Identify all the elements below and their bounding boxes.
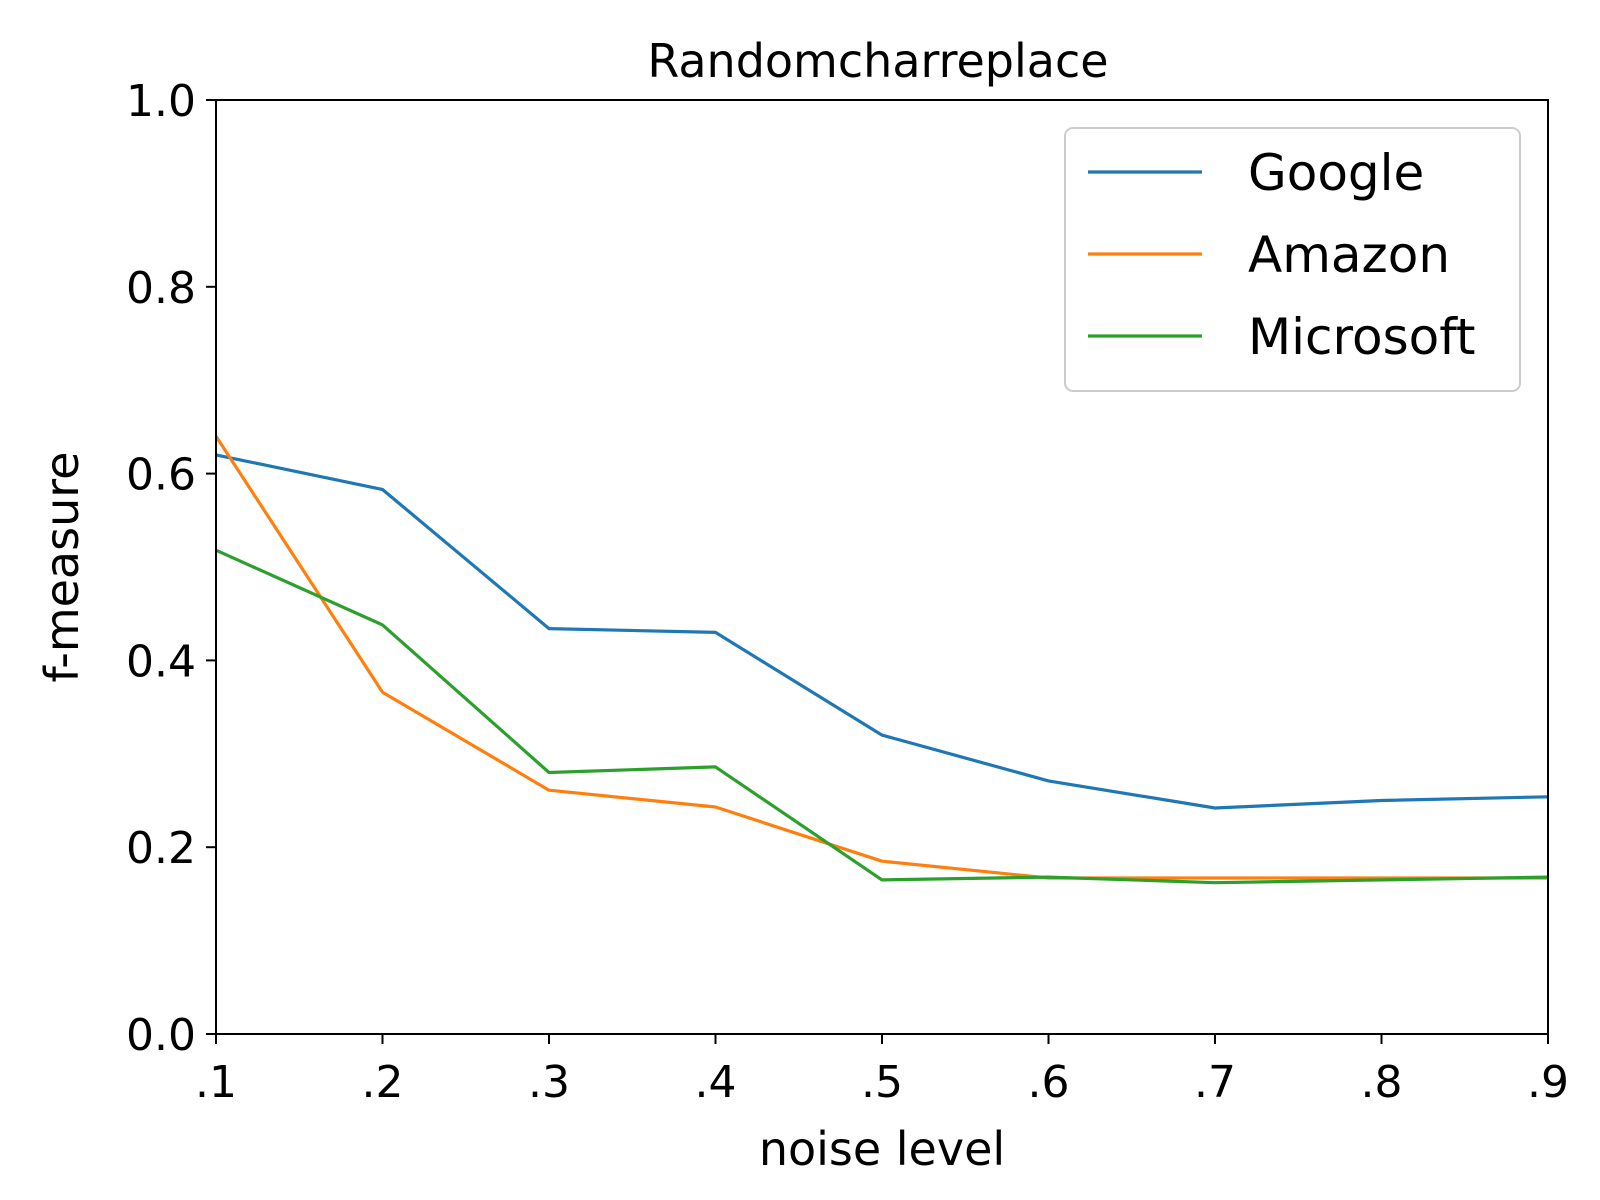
y-axis: 0.0 0.2 0.4 0.6 0.8 1.0 [126, 76, 216, 1061]
legend: Google Amazon Microsoft [1064, 127, 1521, 392]
y-axis-title: f-measure [35, 452, 89, 683]
legend-label-google: Google [1248, 144, 1424, 202]
x-tick-label: .7 [1194, 1057, 1236, 1108]
y-tick-label: 0.0 [126, 1010, 196, 1061]
y-tick-label: 0.2 [126, 823, 196, 874]
x-axis: .1 .2 .3 .4 .5 .6 .7 .8 .9 [195, 1034, 1569, 1108]
x-tick-label: .3 [528, 1057, 570, 1108]
series-line-amazon [214, 435, 1548, 880]
legend-box [1064, 127, 1521, 392]
series-line-microsoft [215, 548, 1549, 885]
series-line-google [215, 453, 1549, 810]
x-axis-title: noise level [759, 1122, 1005, 1176]
y-tick-label: 0.6 [126, 450, 196, 501]
x-tick-label: .5 [861, 1057, 903, 1108]
series-layer [214, 435, 1549, 885]
x-tick-label: .6 [1028, 1057, 1070, 1108]
x-tick-label: .4 [695, 1057, 737, 1108]
y-tick-label: 0.4 [126, 636, 196, 687]
legend-label-amazon: Amazon [1248, 226, 1450, 284]
x-tick-label: .9 [1527, 1057, 1569, 1108]
chart-title: Randomcharreplace [647, 34, 1108, 88]
x-tick-label: .2 [362, 1057, 404, 1108]
x-tick-label: .8 [1361, 1057, 1403, 1108]
legend-label-microsoft: Microsoft [1248, 308, 1476, 366]
x-tick-label: .1 [195, 1057, 237, 1108]
y-tick-label: 1.0 [126, 76, 196, 127]
legend-items: Google Amazon Microsoft [1088, 144, 1476, 366]
y-tick-label: 0.8 [126, 263, 196, 314]
